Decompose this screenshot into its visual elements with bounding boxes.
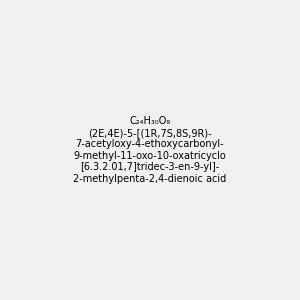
Text: C₂₄H₃₀O₈
(2E,4E)-5-[(1R,7S,8S,9R)-
7-acetyloxy-4-ethoxycarbonyl-
9-methyl-11-oxo: C₂₄H₃₀O₈ (2E,4E)-5-[(1R,7S,8S,9R)- 7-ace…	[74, 116, 226, 184]
